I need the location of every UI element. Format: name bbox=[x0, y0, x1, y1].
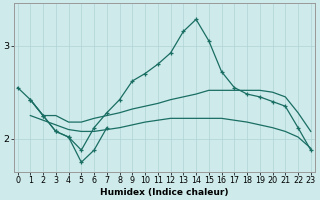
X-axis label: Humidex (Indice chaleur): Humidex (Indice chaleur) bbox=[100, 188, 228, 197]
